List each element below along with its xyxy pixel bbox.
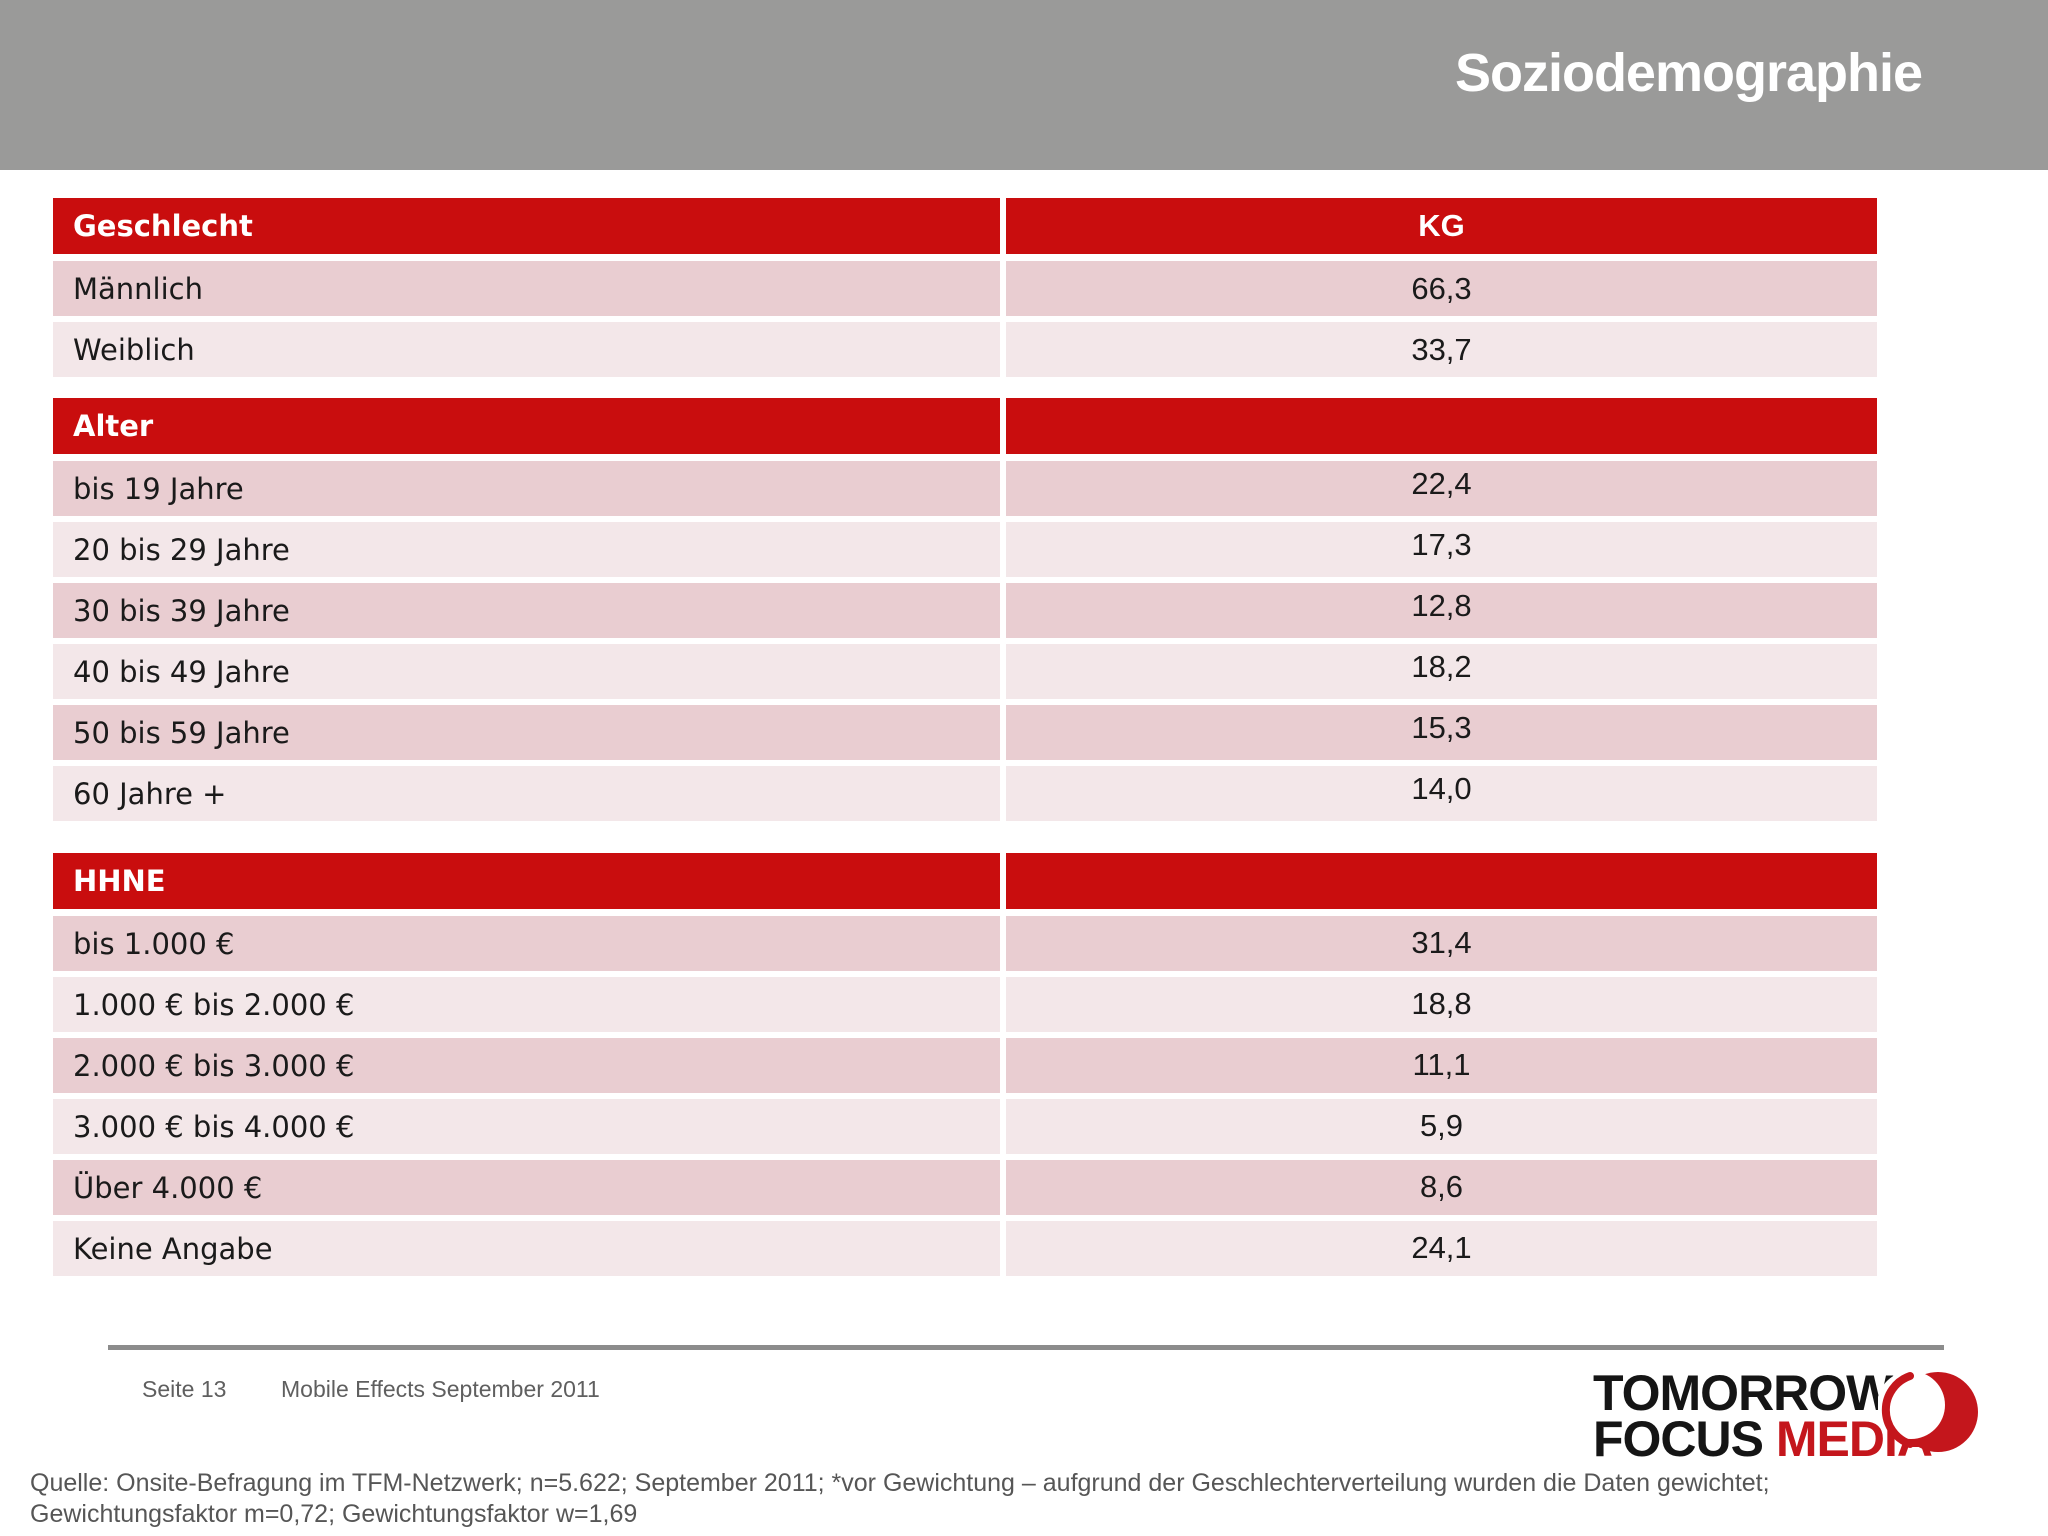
- row-value: 11,1: [1006, 1038, 1877, 1093]
- row-value: 8,6: [1006, 1160, 1877, 1215]
- row-label: 60 Jahre +: [53, 766, 1000, 821]
- table-row: Männlich 66,3: [53, 261, 1877, 316]
- row-label: 30 bis 39 Jahre: [53, 583, 1000, 638]
- table-row: Weiblich 33,7: [53, 322, 1877, 377]
- table-header-value: [1006, 853, 1877, 909]
- table-header-row: Alter: [53, 398, 1877, 454]
- table-header-label: HHNE: [53, 853, 1000, 909]
- table-row: 3.000 € bis 4.000 €5,9: [53, 1099, 1877, 1154]
- report-name: Mobile Effects September 2011: [281, 1376, 600, 1402]
- table-header-label: Geschlecht: [53, 198, 1000, 254]
- row-value: 14,0: [1006, 766, 1877, 821]
- row-label: 50 bis 59 Jahre: [53, 705, 1000, 760]
- row-label: Weiblich: [53, 322, 1000, 377]
- page-title: Soziodemographie: [1454, 43, 1923, 103]
- table-row: bis 1.000 €31,4: [53, 916, 1877, 971]
- logo-line1: TOMORROW: [1593, 1365, 1893, 1421]
- row-label: Über 4.000 €: [53, 1160, 1000, 1215]
- row-label: 1.000 € bis 2.000 €: [53, 977, 1000, 1032]
- table-row: 50 bis 59 Jahre 15,3: [53, 705, 1877, 760]
- row-label: 2.000 € bis 3.000 €: [53, 1038, 1000, 1093]
- source-note: Quelle: Onsite-Befragung im TFM-Netzwerk…: [30, 1468, 1900, 1530]
- table-row: bis 19 Jahre 22,4: [53, 461, 1877, 516]
- table-row: Keine Angabe 24,1: [53, 1221, 1877, 1276]
- footer-divider: [108, 1345, 1944, 1350]
- table-header-value: KG: [1006, 198, 1877, 254]
- row-value: 12,8: [1006, 583, 1877, 638]
- table-row: 2.000 € bis 3.000 €11,1: [53, 1038, 1877, 1093]
- row-value: 5,9: [1006, 1099, 1877, 1154]
- logo-crescent-icon: [1877, 1366, 1982, 1466]
- table-body: Männlich 66,3 Weiblich 33,7: [53, 261, 1877, 377]
- table-hhne: HHNE bis 1.000 €31,4 1.000 € bis 2.000 €1…: [53, 853, 1877, 1282]
- table-row: 1.000 € bis 2.000 €18,8: [53, 977, 1877, 1032]
- row-label: bis 1.000 €: [53, 916, 1000, 971]
- table-body: bis 1.000 €31,4 1.000 € bis 2.000 €18,8 2.…: [53, 916, 1877, 1276]
- table-row: 20 bis 29 Jahre 17,3: [53, 522, 1877, 577]
- row-label: bis 19 Jahre: [53, 461, 1000, 516]
- row-value: 66,3: [1006, 261, 1877, 316]
- row-value: 33,7: [1006, 322, 1877, 377]
- table-row: 40 bis 49 Jahre 18,2: [53, 644, 1877, 699]
- table-header-value: [1006, 398, 1877, 454]
- table-row: 30 bis 39 Jahre 12,8: [53, 583, 1877, 638]
- title-bar: [0, 0, 2048, 170]
- row-label: Männlich: [53, 261, 1000, 316]
- table-row: Über 4.000 €8,6: [53, 1160, 1877, 1215]
- logo-focus: FOCUS: [1593, 1411, 1764, 1467]
- row-value: 24,1: [1006, 1221, 1877, 1276]
- source-line2: Gewichtungsfaktor m=0,72; Gewichtungsfak…: [30, 1500, 638, 1528]
- row-label: Keine Angabe: [53, 1221, 1000, 1276]
- table-geschlecht: Geschlecht KG Männlich 66,3 Weiblich 33,7: [53, 198, 1877, 383]
- row-value: 17,3: [1006, 522, 1877, 577]
- row-label: 3.000 € bis 4.000 €: [53, 1099, 1000, 1154]
- table-body: bis 19 Jahre 22,4 20 bis 29 Jahre 17,3 30 bi…: [53, 461, 1877, 821]
- table-header-row: HHNE: [53, 853, 1877, 909]
- row-value: 18,2: [1006, 644, 1877, 699]
- page-number: Seite 13: [142, 1376, 227, 1402]
- table-header-row: Geschlecht KG: [53, 198, 1877, 254]
- row-value: 22,4: [1006, 461, 1877, 516]
- row-value: 18,8: [1006, 977, 1877, 1032]
- table-row: 60 Jahre +14,0: [53, 766, 1877, 821]
- table-header-label: Alter: [53, 398, 1000, 454]
- row-value: 15,3: [1006, 705, 1877, 760]
- row-label: 40 bis 49 Jahre: [53, 644, 1000, 699]
- row-label: 20 bis 29 Jahre: [53, 522, 1000, 577]
- table-alter: Alter bis 19 Jahre 22,4 20 bis 29 Jahre 17,…: [53, 398, 1877, 827]
- row-value: 31,4: [1006, 916, 1877, 971]
- source-line1: Quelle: Onsite-Befragung im TFM-Netzwerk…: [30, 1469, 1770, 1497]
